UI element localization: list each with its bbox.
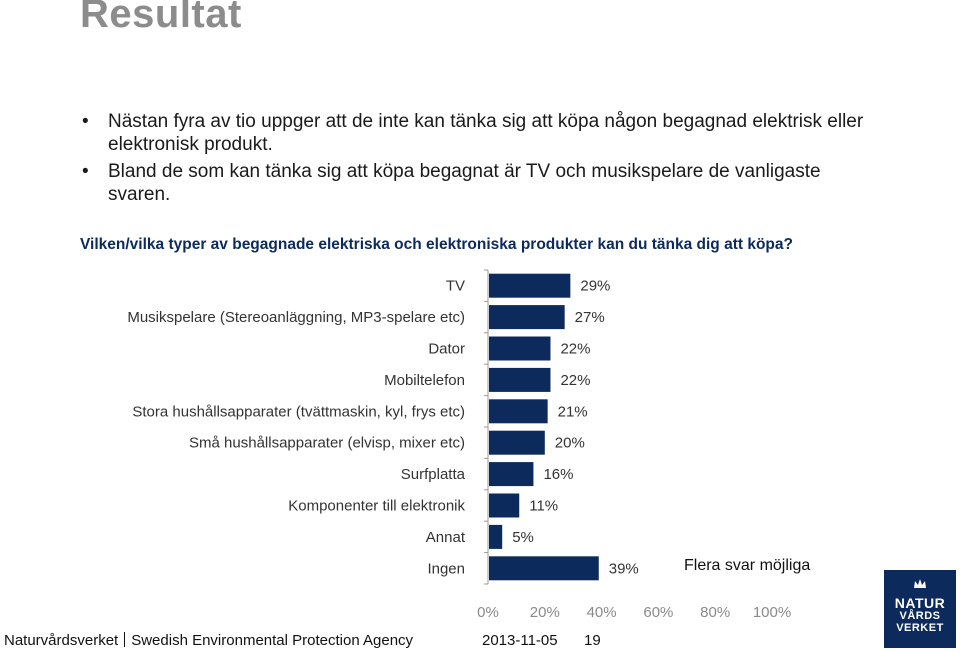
value-label: 16%	[543, 466, 573, 483]
logo-line-2: VÅRDS	[899, 610, 941, 622]
bar	[489, 305, 565, 330]
survey-question: Vilken/vilka typer av begagnade elektris…	[80, 236, 793, 253]
category-label: Musikspelare (Stereoanläggning, MP3-spel…	[127, 309, 465, 326]
bullet-text: Nästan fyra av tio uppger att de inte ka…	[108, 111, 864, 155]
bar	[489, 399, 548, 424]
category-label: Små hushållsapparater (elvisp, mixer etc…	[189, 435, 465, 452]
logo-line-3: VERKET	[896, 622, 944, 634]
bar	[489, 524, 503, 549]
x-tick-label: 40%	[587, 604, 617, 620]
footer-org-en: Swedish Environmental Protection Agency	[131, 632, 414, 649]
bullet-item: • Nästan fyra av tio uppger att de inte k…	[80, 110, 880, 156]
value-label: 5%	[512, 529, 534, 546]
bullet-list: • Nästan fyra av tio uppger att de inte k…	[80, 110, 880, 210]
footer-separator	[124, 632, 126, 647]
x-tick-label: 80%	[700, 604, 730, 620]
bar	[489, 336, 551, 361]
category-label: Mobiltelefon	[384, 372, 465, 389]
logo-line-1: NATUR	[894, 595, 946, 611]
value-label: 39%	[609, 560, 639, 577]
bullet-dot-icon: •	[82, 111, 89, 132]
value-label: 22%	[560, 341, 590, 358]
category-label: Ingen	[427, 560, 465, 577]
naturvardsverket-logo: NATUR VÅRDS VERKET	[884, 570, 956, 648]
value-label: 29%	[580, 278, 610, 295]
category-label: Dator	[428, 341, 465, 358]
x-tick-label: 100%	[753, 604, 791, 620]
multiple-answers-note: Flera svar möjliga	[684, 557, 811, 574]
x-tick-label: 20%	[530, 604, 560, 620]
bar	[489, 556, 599, 581]
bar	[489, 367, 551, 392]
x-tick-label: 60%	[643, 604, 673, 620]
category-label: Surfplatta	[401, 466, 466, 483]
x-tick-label: 0%	[477, 604, 499, 620]
crown-emblem-icon	[914, 579, 926, 588]
page-title: Resultat	[80, 0, 242, 36]
value-label: 21%	[558, 403, 588, 420]
value-label: 22%	[560, 372, 590, 389]
bullet-item: • Bland de som kan tänka sig att köpa beg…	[80, 160, 880, 206]
footer-org-sv: Naturvårdsverket	[4, 632, 119, 649]
value-label: 20%	[555, 435, 585, 452]
bar-chart: TV 29% Musikspelare (Stereoanläggning, MP3…	[127, 269, 791, 620]
bullet-text: Bland de som kan tänka sig att köpa bega…	[108, 161, 821, 205]
bar	[489, 462, 534, 487]
bar	[489, 493, 520, 518]
category-label: Komponenter till elektronik	[288, 498, 465, 515]
bar	[489, 273, 571, 298]
category-label: Annat	[426, 529, 466, 546]
page-number: 19	[584, 632, 601, 649]
footer-date: 2013-11-05	[482, 632, 558, 649]
bar	[489, 430, 545, 455]
value-label: 11%	[529, 498, 558, 515]
category-label: TV	[446, 278, 465, 295]
category-label: Stora hushållsapparater (tvättmaskin, ky…	[132, 403, 465, 420]
value-label: 27%	[575, 309, 605, 326]
footer-organization: Naturvårdsverket Swedish Environmental Pr…	[4, 632, 413, 649]
bullet-dot-icon: •	[82, 161, 89, 182]
